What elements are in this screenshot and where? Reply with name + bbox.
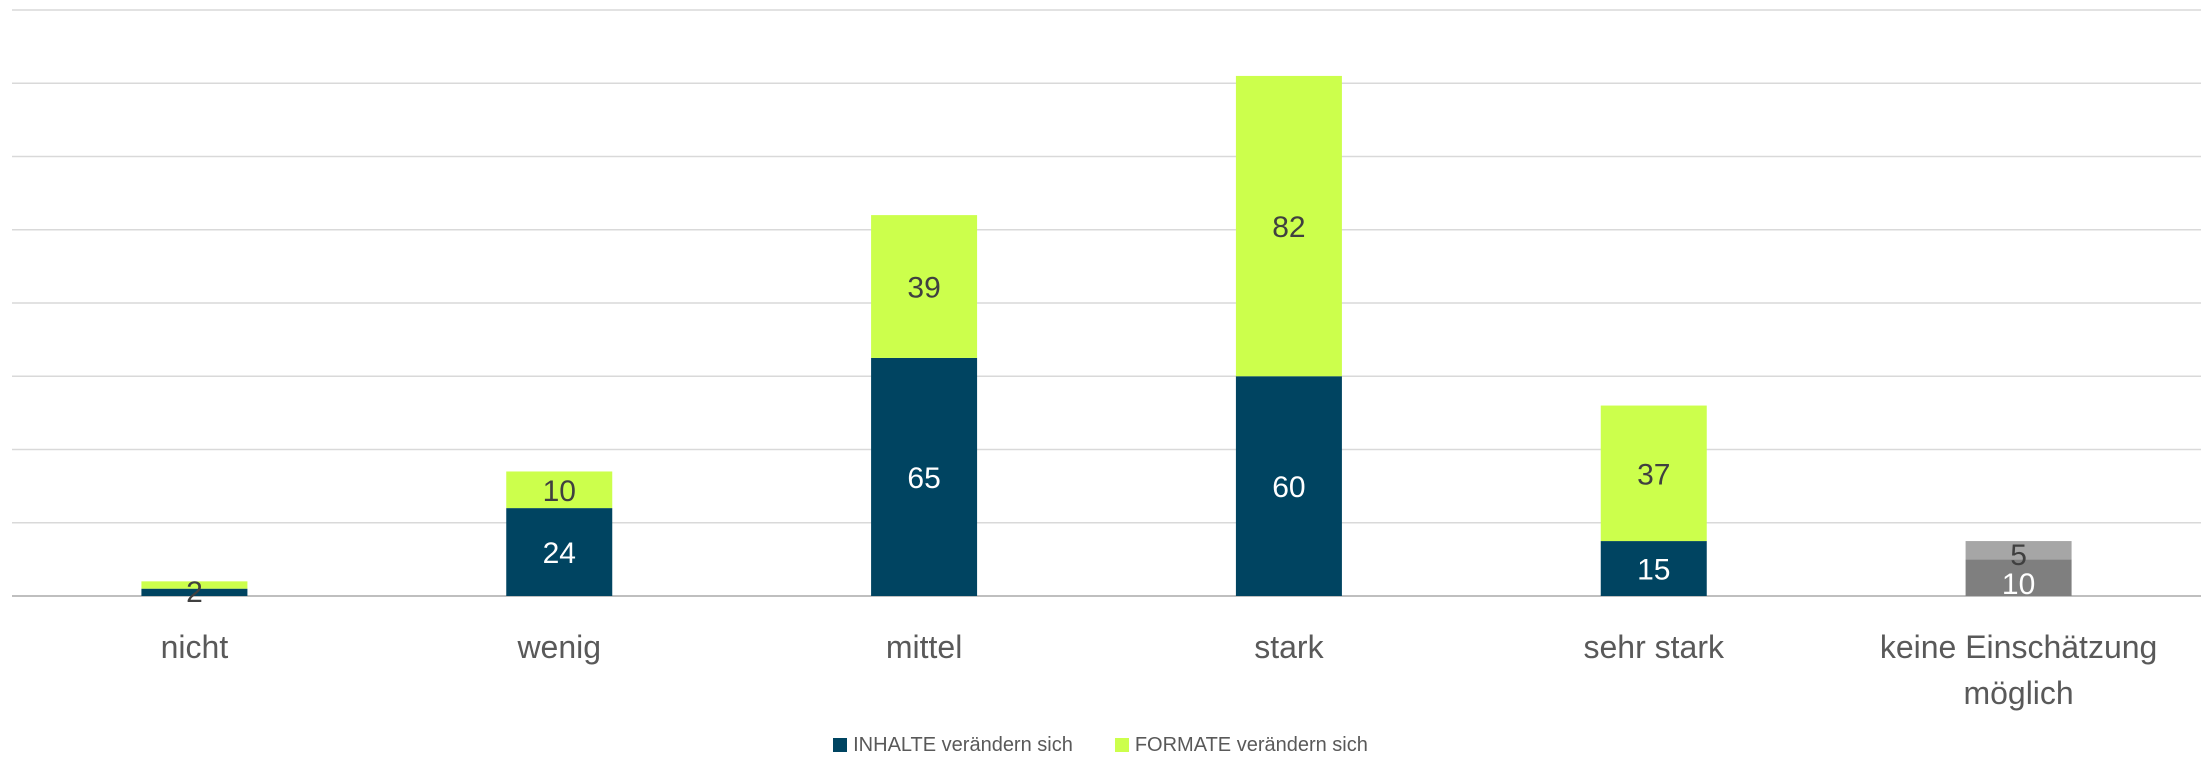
data-label: 15 [1637, 554, 1670, 587]
data-label: 2 [186, 576, 203, 609]
category-label: stark [1254, 629, 1324, 665]
bar-segment-upper [1235, 75, 1342, 377]
bar-segment-upper [871, 215, 978, 358]
legend-swatch-inhalte [833, 738, 848, 752]
legend-item-inhalte: INHALTE verändern sich [833, 734, 1073, 757]
bar-segment-upper [1600, 405, 1707, 542]
bar-segment-lower [1600, 541, 1707, 596]
bar-segment-lower [1965, 559, 2072, 596]
data-label: 37 [1637, 458, 1670, 491]
data-label: 60 [1272, 471, 1305, 504]
data-label: 39 [907, 272, 940, 305]
bar-segment-upper [141, 581, 248, 589]
category-label: keine Einschätzung [1880, 629, 2158, 665]
data-label: 10 [2002, 568, 2035, 601]
legend-swatch-formate [1114, 738, 1129, 752]
legend-label-inhalte: INHALTE verändern sich [853, 733, 1073, 756]
bar-segment-lower [506, 508, 613, 596]
bar-segment-lower [871, 357, 978, 596]
category-label: sehr stark [1584, 629, 1725, 665]
category-label: wenig [516, 629, 601, 665]
legend: INHALTE verändern sich FORMATE verändern… [0, 730, 2201, 760]
data-label: 82 [1272, 211, 1305, 244]
data-label: 24 [543, 537, 576, 570]
legend-item-formate: FORMATE verändern sich [1114, 733, 1368, 757]
category-label: möglich [1963, 675, 2073, 711]
category-label: mittel [886, 629, 962, 665]
data-label: 10 [543, 475, 576, 508]
legend-label-formate: FORMATE verändern sich [1134, 733, 1368, 756]
bar-segment-lower [141, 588, 248, 596]
bar-segment-upper [506, 471, 613, 509]
bar-segment-lower [1235, 376, 1342, 596]
bar-segment-upper [1965, 541, 2072, 560]
category-label: nicht [161, 629, 229, 665]
data-label: 65 [907, 462, 940, 495]
data-label: 5 [2010, 539, 2027, 572]
